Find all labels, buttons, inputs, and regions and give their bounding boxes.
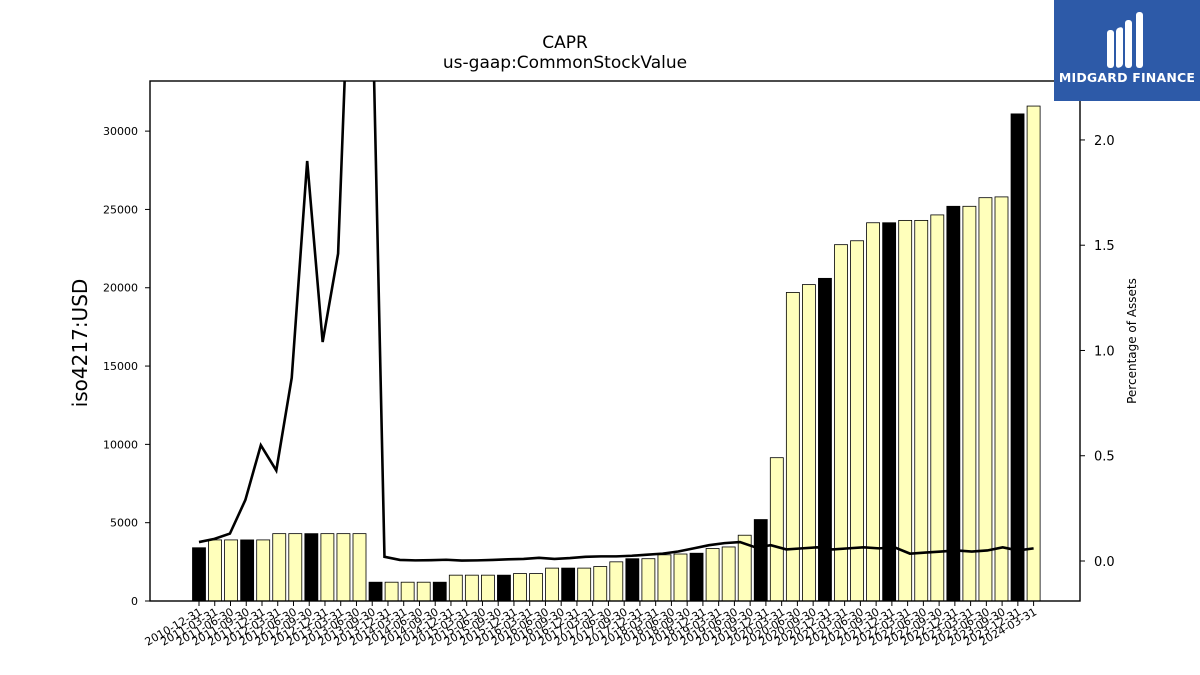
bar [192, 547, 206, 602]
bar [914, 219, 929, 602]
bar [962, 205, 977, 602]
y2-axis-label: Percentage of Assets [1125, 278, 1139, 404]
y-tick-label: 20000 [103, 282, 138, 295]
bar [288, 533, 303, 602]
bar [593, 566, 608, 602]
bar [866, 222, 880, 602]
bar [721, 546, 736, 602]
y2-tick-label: 0.0 [1094, 555, 1115, 570]
bar [320, 533, 335, 602]
brand-name: MIDGARD FINANCE [1058, 70, 1196, 85]
bar [464, 574, 479, 602]
bar [400, 581, 415, 602]
bar [577, 567, 592, 602]
y2-tick-label: 1.0 [1094, 344, 1115, 359]
y-tick-label: 25000 [103, 203, 138, 216]
bar [625, 558, 640, 602]
bar [352, 533, 367, 602]
bar [545, 567, 559, 602]
bar [416, 581, 431, 602]
bar [497, 574, 511, 602]
bar [994, 196, 1009, 602]
bar [336, 533, 351, 602]
bar [513, 573, 527, 602]
bar [561, 567, 576, 602]
brand-logo: MIDGARD FINANCE [1054, 0, 1200, 101]
bar [753, 519, 768, 602]
bar [304, 533, 319, 602]
bar [657, 554, 672, 602]
bar [368, 581, 383, 602]
bar [641, 558, 656, 602]
y2-tick-label: 1.5 [1094, 239, 1115, 254]
bar [224, 539, 239, 602]
plot-frame [149, 80, 1081, 602]
bar [978, 197, 993, 602]
bar [689, 552, 704, 602]
bar [1026, 105, 1041, 602]
bar [818, 277, 832, 602]
bar [384, 581, 399, 602]
bar [256, 539, 271, 602]
bar [480, 574, 495, 602]
bar [930, 214, 945, 602]
y-tick-label: 5000 [110, 517, 138, 530]
y2-tick-label: 2.0 [1094, 134, 1115, 149]
bar [1010, 113, 1025, 602]
chart-subtitle: us-gaap:CommonStockValue [442, 53, 688, 73]
y-tick-label: 30000 [103, 125, 138, 138]
bar [802, 284, 816, 602]
y-tick-label: 10000 [103, 438, 138, 451]
bar [240, 539, 255, 602]
bar [272, 533, 287, 602]
y2-tick-label: 0.5 [1094, 450, 1115, 465]
bar [946, 205, 961, 602]
bar [609, 561, 624, 602]
chart-title: CAPR [542, 33, 588, 53]
bar [705, 548, 720, 602]
bar [208, 539, 222, 602]
y-tick-label: 0 [131, 595, 138, 608]
bar [673, 553, 688, 602]
bar [785, 292, 800, 602]
bar [448, 574, 463, 602]
bar [898, 219, 913, 602]
series-line [198, 81, 1034, 562]
bar [432, 581, 447, 602]
y-tick-label: 15000 [103, 360, 138, 373]
bar [529, 573, 543, 602]
bar [882, 222, 897, 602]
bar [769, 457, 784, 602]
logo-mark-icon [1107, 12, 1143, 68]
y-axis-label: iso4217:USD [68, 278, 92, 408]
